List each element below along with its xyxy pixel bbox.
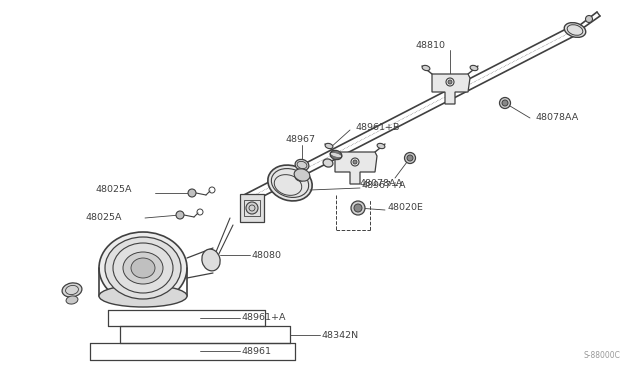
Text: 48078AA: 48078AA — [360, 179, 403, 187]
Ellipse shape — [470, 65, 478, 71]
Circle shape — [586, 16, 593, 22]
Circle shape — [246, 202, 258, 214]
Ellipse shape — [325, 143, 333, 149]
Polygon shape — [432, 74, 470, 104]
Ellipse shape — [294, 169, 310, 181]
Ellipse shape — [564, 23, 586, 37]
Ellipse shape — [123, 252, 163, 284]
Text: 48078AA: 48078AA — [535, 113, 579, 122]
Ellipse shape — [66, 296, 78, 304]
Circle shape — [351, 201, 365, 215]
Ellipse shape — [323, 159, 333, 167]
Text: 48961+B: 48961+B — [355, 124, 399, 132]
Ellipse shape — [99, 285, 187, 307]
Bar — [240, 194, 264, 222]
Text: 48967: 48967 — [285, 135, 315, 144]
Text: 48080: 48080 — [252, 250, 282, 260]
Ellipse shape — [62, 283, 82, 297]
Ellipse shape — [330, 150, 342, 160]
Bar — [244, 200, 260, 216]
Text: S-88000C: S-88000C — [583, 351, 620, 360]
Text: 48961: 48961 — [242, 346, 272, 356]
Circle shape — [176, 211, 184, 219]
Circle shape — [499, 97, 511, 109]
Circle shape — [404, 153, 415, 164]
Text: 48342N: 48342N — [322, 330, 359, 340]
Circle shape — [502, 100, 508, 106]
Circle shape — [188, 189, 196, 197]
Polygon shape — [335, 152, 377, 184]
Circle shape — [354, 204, 362, 212]
Ellipse shape — [295, 173, 305, 181]
Ellipse shape — [268, 165, 312, 201]
Text: 48810: 48810 — [415, 41, 445, 49]
Ellipse shape — [105, 237, 181, 299]
Ellipse shape — [422, 65, 430, 71]
Circle shape — [353, 160, 357, 164]
Ellipse shape — [99, 232, 187, 304]
Ellipse shape — [295, 159, 309, 171]
Text: 48967+A: 48967+A — [362, 180, 406, 189]
Ellipse shape — [131, 258, 155, 278]
Circle shape — [448, 80, 452, 84]
Ellipse shape — [377, 143, 385, 149]
Circle shape — [407, 155, 413, 161]
Ellipse shape — [202, 249, 220, 271]
Text: 48025A: 48025A — [95, 186, 131, 195]
Text: 48020E: 48020E — [388, 203, 424, 212]
Text: 48961+A: 48961+A — [242, 314, 287, 323]
Text: 48025A: 48025A — [85, 214, 122, 222]
